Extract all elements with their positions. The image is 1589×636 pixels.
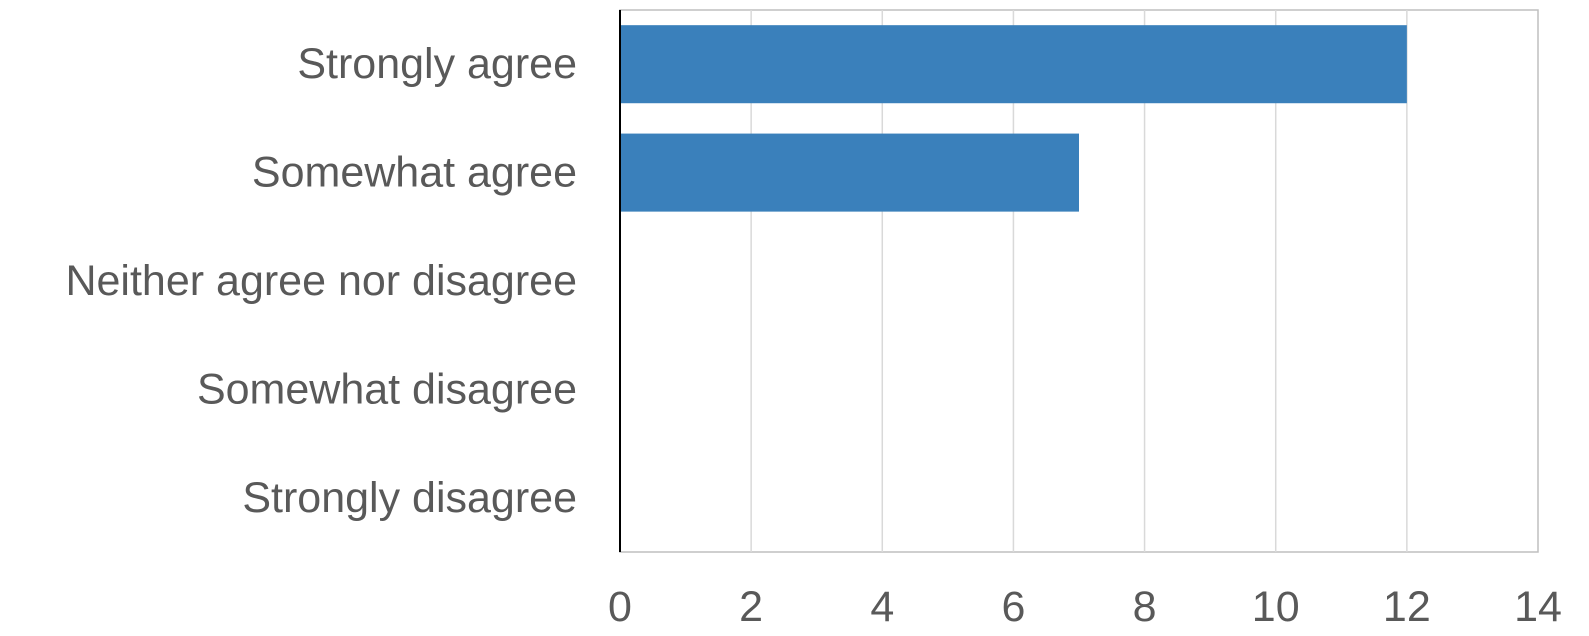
x-tick-label-12: 12 [1383, 583, 1431, 631]
category-label-strongly-disagree: Strongly disagree [242, 474, 577, 522]
x-tick-label-8: 8 [1133, 583, 1157, 631]
x-tick-label-4: 4 [870, 583, 894, 631]
category-labels: Strongly agree Somewhat agree Neither agre… [65, 40, 577, 522]
x-tick-label-14: 14 [1514, 583, 1562, 631]
bars [620, 25, 1407, 212]
bar-somewhat-agree [620, 133, 1079, 212]
category-label-neither-agree-nor-disagree: Neither agree nor disagree [65, 257, 577, 305]
x-tick-label-6: 6 [1001, 583, 1025, 631]
category-label-somewhat-agree: Somewhat agree [252, 149, 577, 197]
category-label-strongly-agree: Strongly agree [297, 40, 577, 88]
x-tick-label-0: 0 [608, 583, 632, 631]
x-tick-labels: 0 2 4 6 8 10 12 14 [608, 583, 1562, 631]
x-tick-label-2: 2 [739, 583, 763, 631]
x-tick-label-10: 10 [1252, 583, 1300, 631]
category-label-somewhat-disagree: Somewhat disagree [197, 365, 577, 413]
bar-strongly-agree [620, 25, 1407, 104]
